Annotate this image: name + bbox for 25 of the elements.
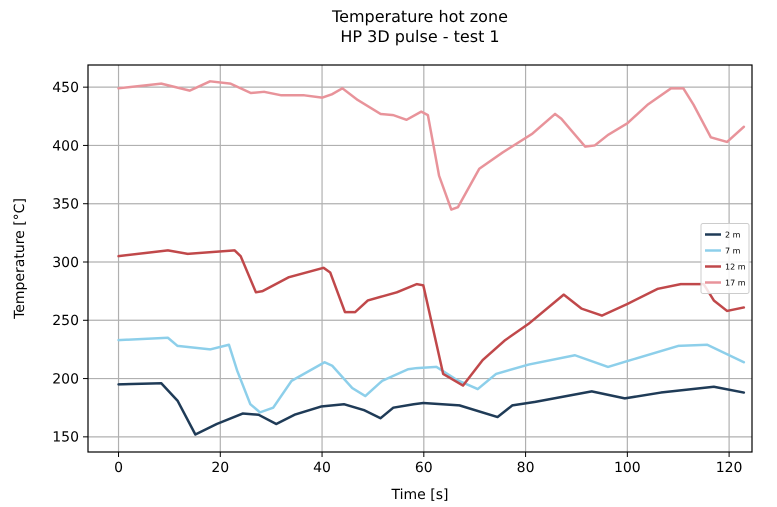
x-tick-label: 100 — [614, 460, 641, 476]
x-tick-label: 40 — [313, 460, 331, 476]
x-axis-title: Time [s] — [390, 487, 448, 503]
line-series — [117, 336, 746, 414]
x-tick-label: 80 — [516, 460, 534, 476]
line-series — [117, 80, 746, 211]
y-tick-label: 350 — [52, 196, 79, 213]
line-series — [117, 382, 746, 436]
y-tick-label: 250 — [52, 313, 79, 330]
legend-label: 2 m — [725, 230, 741, 240]
y-tick-label: 300 — [52, 254, 79, 271]
y-tick-label: 450 — [52, 80, 79, 96]
legend-label: 12 m — [725, 262, 746, 272]
y-tick-label: 400 — [52, 138, 79, 154]
y-tick-label: 200 — [52, 371, 79, 388]
legend-label: 17 m — [725, 278, 746, 288]
x-tick-label: 20 — [211, 460, 230, 476]
legend-label: 7 m — [725, 246, 741, 256]
x-tick-label: 120 — [716, 460, 742, 476]
x-tick-label: 60 — [414, 460, 433, 476]
y-axis-title: Temperature [°C] — [12, 198, 28, 320]
x-tick-label: 0 — [114, 460, 123, 476]
chart-title: Temperature hot zone HP 3D pulse - test 1 — [331, 7, 508, 46]
line-series — [117, 249, 746, 387]
y-tick-label: 150 — [52, 430, 79, 446]
